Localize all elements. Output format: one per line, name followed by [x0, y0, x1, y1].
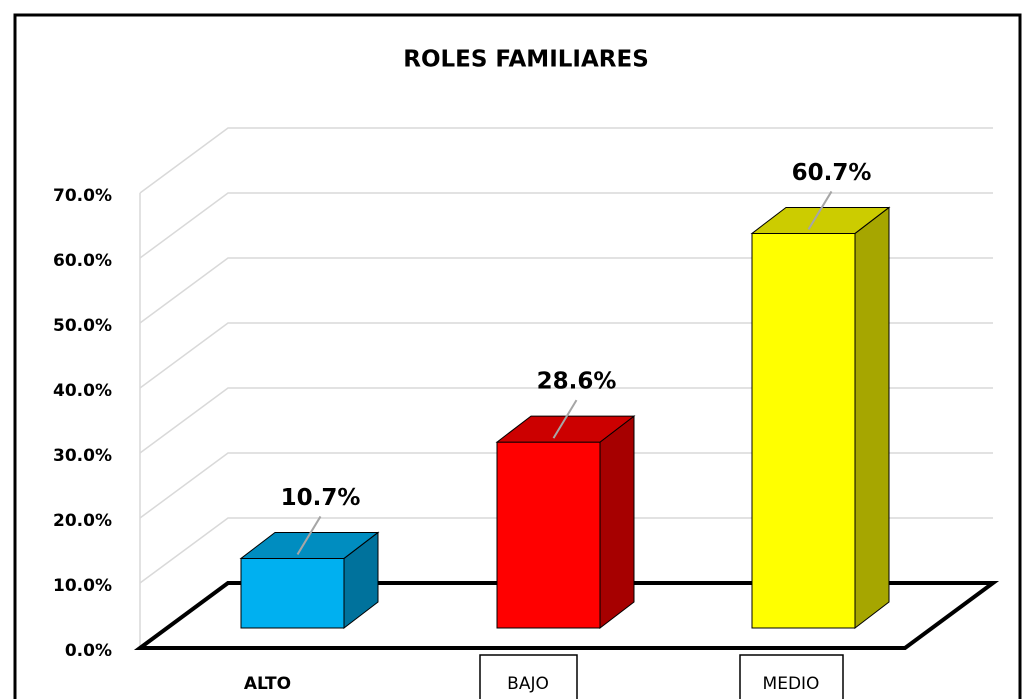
y-tick-label: 10.0%: [53, 576, 112, 596]
grid-line: [139, 257, 993, 324]
bar-front: [496, 441, 601, 629]
y-tick-label: 30.0%: [53, 446, 112, 466]
data-label: 28.6%: [537, 369, 617, 395]
y-tick-label: 70.0%: [53, 186, 112, 206]
grid-line: [139, 192, 993, 259]
grid-line: [139, 387, 993, 454]
y-tick-label: 0.0%: [65, 641, 112, 661]
x-tick-label: MEDIO: [763, 674, 820, 694]
y-tick-label: 50.0%: [53, 316, 112, 336]
bar-side: [854, 206, 890, 630]
leader-line: [807, 190, 833, 230]
bar-side: [599, 415, 635, 630]
leader-line: [296, 515, 322, 555]
grid-line: [139, 127, 993, 194]
bar-top: [495, 415, 636, 443]
bar: [750, 206, 891, 630]
grid-line: [139, 452, 993, 519]
grid-line: [139, 322, 993, 389]
bar-top: [239, 531, 380, 559]
y-tick-label: 20.0%: [53, 511, 112, 531]
frame: [13, 13, 1022, 699]
x-tick-label: BAJO: [507, 674, 549, 694]
bar-front: [751, 232, 856, 629]
y-tick-label: 60.0%: [53, 251, 112, 271]
bar-front: [240, 557, 345, 629]
bar-top: [750, 206, 891, 234]
leader-line: [552, 399, 578, 439]
x-tick-label: ALTO: [244, 674, 291, 694]
y-tick-label: 40.0%: [53, 381, 112, 401]
data-label: 60.7%: [792, 160, 872, 186]
grid-line: [139, 517, 993, 584]
chart-title: ROLES FAMILIARES: [403, 47, 649, 73]
category-box: [739, 654, 844, 699]
category-box: [479, 654, 578, 699]
bar: [495, 415, 636, 630]
bar: [239, 531, 380, 630]
data-label: 10.7%: [281, 485, 361, 511]
